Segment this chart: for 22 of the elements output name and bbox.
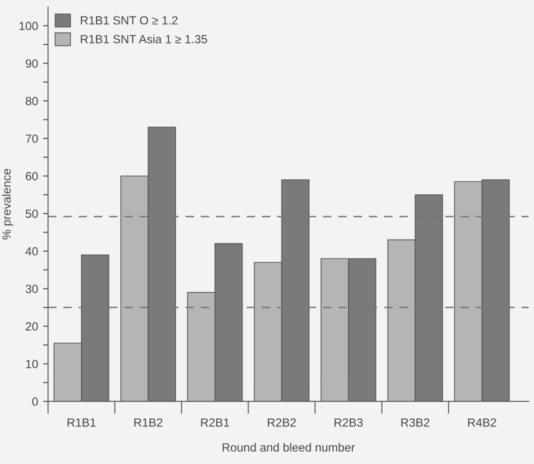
x-tick-label: R2B2 [268, 418, 296, 427]
y-tick-label: 30 [26, 284, 38, 294]
y-tick-label: 70 [26, 134, 38, 143]
y-axis-title: % prevalence [2, 168, 14, 240]
y-tick-label: 0 [32, 397, 38, 406]
y-tick-label: 80 [26, 96, 38, 106]
x-tick-label: R2B1 [201, 418, 230, 427]
x-tick-label: R1B1 [68, 418, 96, 427]
x-tick-label: R1B2 [134, 418, 162, 427]
legend-label: R1B1 SNT Asia 1 ≥ 1.35 [80, 34, 208, 44]
legend-label: R1B1 SNT O ≥ 1.2 [80, 16, 178, 25]
x-axis-title: Round and bleed number [222, 442, 355, 452]
y-tick-label: 50 [26, 210, 38, 218]
y-tick-label: 10 [26, 360, 38, 368]
y-tick-label: 20 [26, 322, 38, 331]
x-tick-label: R2B3 [334, 418, 363, 427]
y-tick-label: 90 [26, 59, 38, 68]
y-tick-label: 60 [26, 172, 38, 180]
x-tick-label: R4B2 [468, 418, 496, 427]
x-tick-label: R3B2 [401, 418, 430, 427]
y-tick-label: 100 [20, 22, 38, 30]
y-tick-label: 40 [25, 247, 38, 256]
